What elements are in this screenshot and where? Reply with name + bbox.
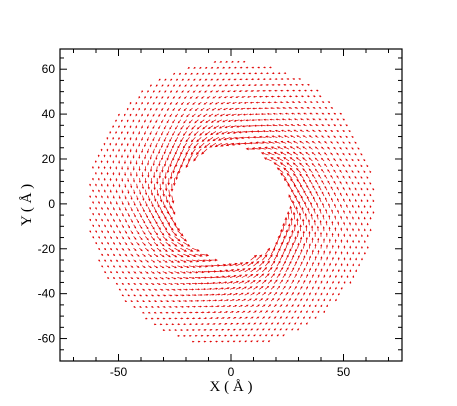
x-tick-label: 0	[228, 365, 235, 379]
y-tick-label: 60	[42, 62, 56, 76]
y-axis-ticks: -60 -40 -20 0 20 40 60	[38, 57, 402, 362]
plot-background	[60, 49, 402, 361]
x-tick-label: 50	[337, 365, 351, 379]
x-axis-ticks: -50 0 50	[73, 49, 389, 379]
y-tick-label: -20	[38, 242, 56, 256]
y-tick-label: 20	[42, 152, 56, 166]
x-tick-label: -50	[110, 365, 128, 379]
y-tick-label: 40	[42, 107, 56, 121]
y-axis-label: Y ( Å )	[19, 184, 35, 226]
y-tick-label: -40	[38, 287, 56, 301]
y-tick-label: -60	[38, 332, 56, 346]
vector-arrow-set	[89, 60, 375, 343]
vector-arrows	[89, 60, 375, 343]
y-tick-label: 0	[48, 197, 55, 211]
x-axis-label: X ( Å )	[210, 379, 253, 395]
